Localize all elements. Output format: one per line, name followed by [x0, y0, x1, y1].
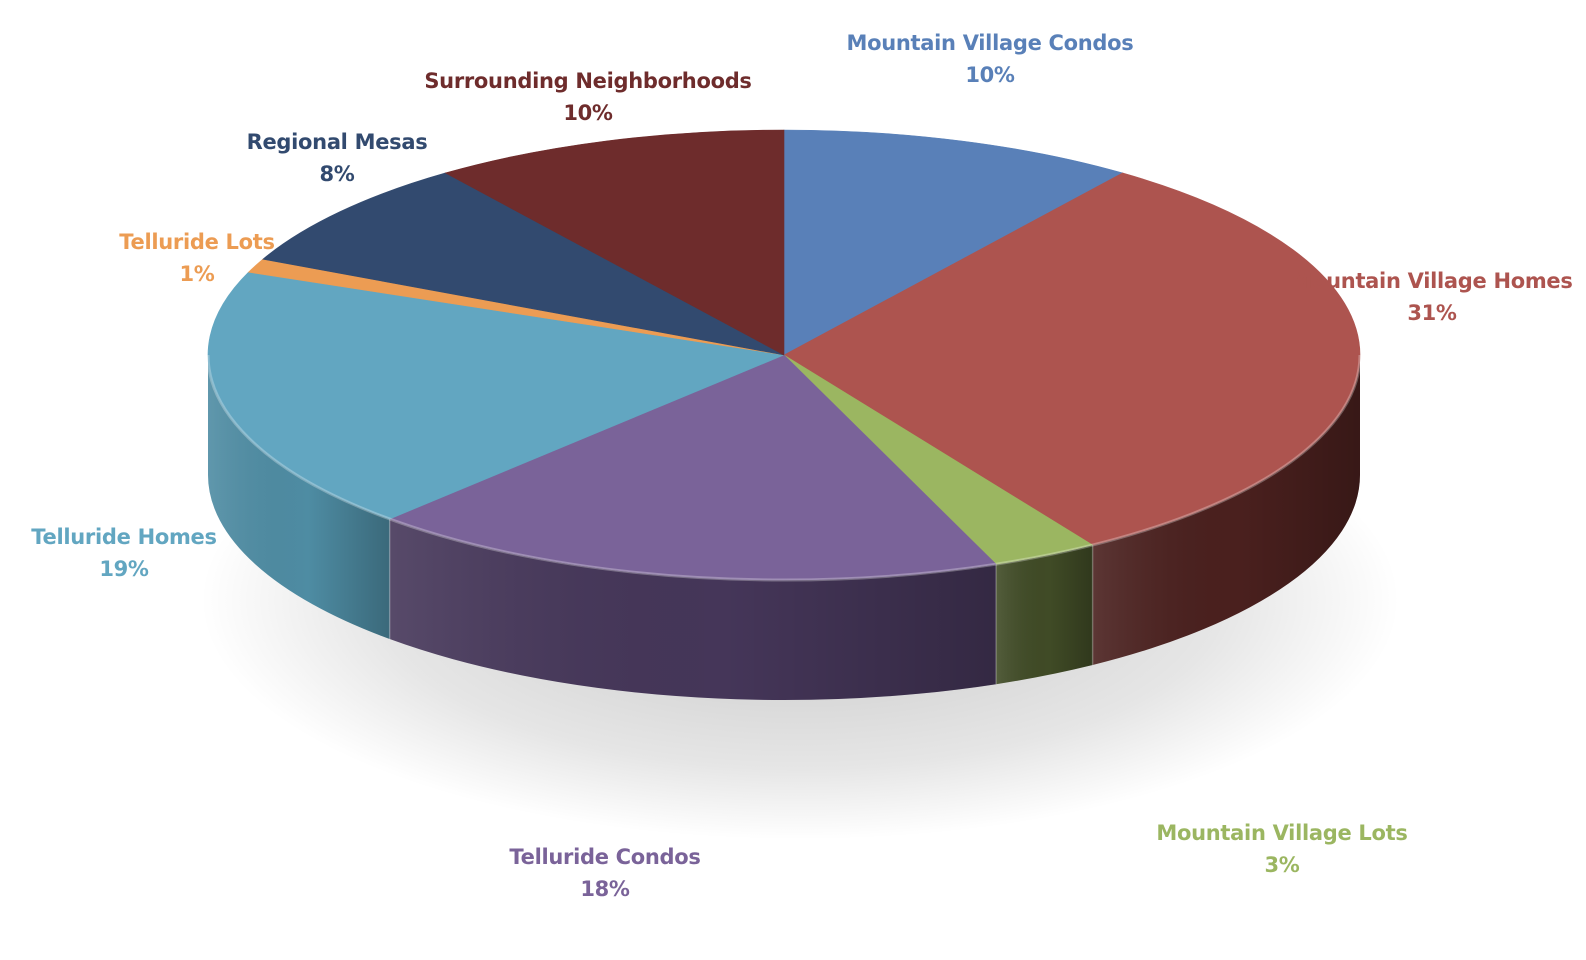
slice-label-mountain-village-lots: Mountain Village Lots — [1156, 821, 1407, 845]
slice-value-mountain-village-homes: 31% — [1407, 301, 1457, 325]
slice-label-telluride-lots: Telluride Lots — [119, 230, 274, 254]
slice-label-regional-mesas: Regional Mesas — [247, 130, 428, 154]
slice-label-mountain-village-homes: Mountain Village Homes — [1291, 269, 1572, 293]
pie-slice-surrounding-neighborhoods[interactable] — [444, 129, 785, 356]
pie-slice-telluride-homes[interactable] — [207, 271, 786, 520]
pie-slice-telluride-condos[interactable] — [388, 354, 997, 581]
slice-label-surrounding-neighborhoods: Surrounding Neighborhoods — [424, 69, 751, 93]
slice-value-telluride-homes: 19% — [99, 557, 149, 581]
pie-side-shade-telluride-condos — [389, 519, 997, 700]
slice-value-regional-mesas: 8% — [319, 162, 354, 186]
pie-rim-highlight — [206, 354, 1362, 582]
slice-value-telluride-lots: 1% — [179, 262, 214, 286]
slice-value-mountain-village-condos: 10% — [965, 63, 1015, 87]
pie-side-shade-telluride-homes — [208, 355, 390, 640]
pie-sides — [208, 355, 1360, 700]
pie-slice-mountain-village-homes[interactable] — [783, 172, 1361, 546]
pie-side-shade-mountain-village-homes — [1092, 355, 1360, 665]
slice-value-telluride-condos: 18% — [580, 877, 630, 901]
slice-value-mountain-village-lots: 3% — [1264, 853, 1299, 877]
pie-slice-mountain-village-condos[interactable] — [783, 129, 1124, 356]
pie-slice-regional-mesas[interactable] — [262, 172, 785, 356]
slice-label-mountain-village-condos: Mountain Village Condos — [847, 31, 1134, 55]
slice-label-telluride-condos: Telluride Condos — [509, 845, 700, 869]
pie-top — [206, 129, 1362, 582]
slice-labels: Mountain Village Condos 10% Mountain Villa… — [31, 31, 1573, 901]
pie-side-shade-mountain-village-lots — [996, 544, 1093, 685]
slice-value-surrounding-neighborhoods: 10% — [563, 101, 613, 125]
slice-label-telluride-homes: Telluride Homes — [31, 525, 216, 549]
